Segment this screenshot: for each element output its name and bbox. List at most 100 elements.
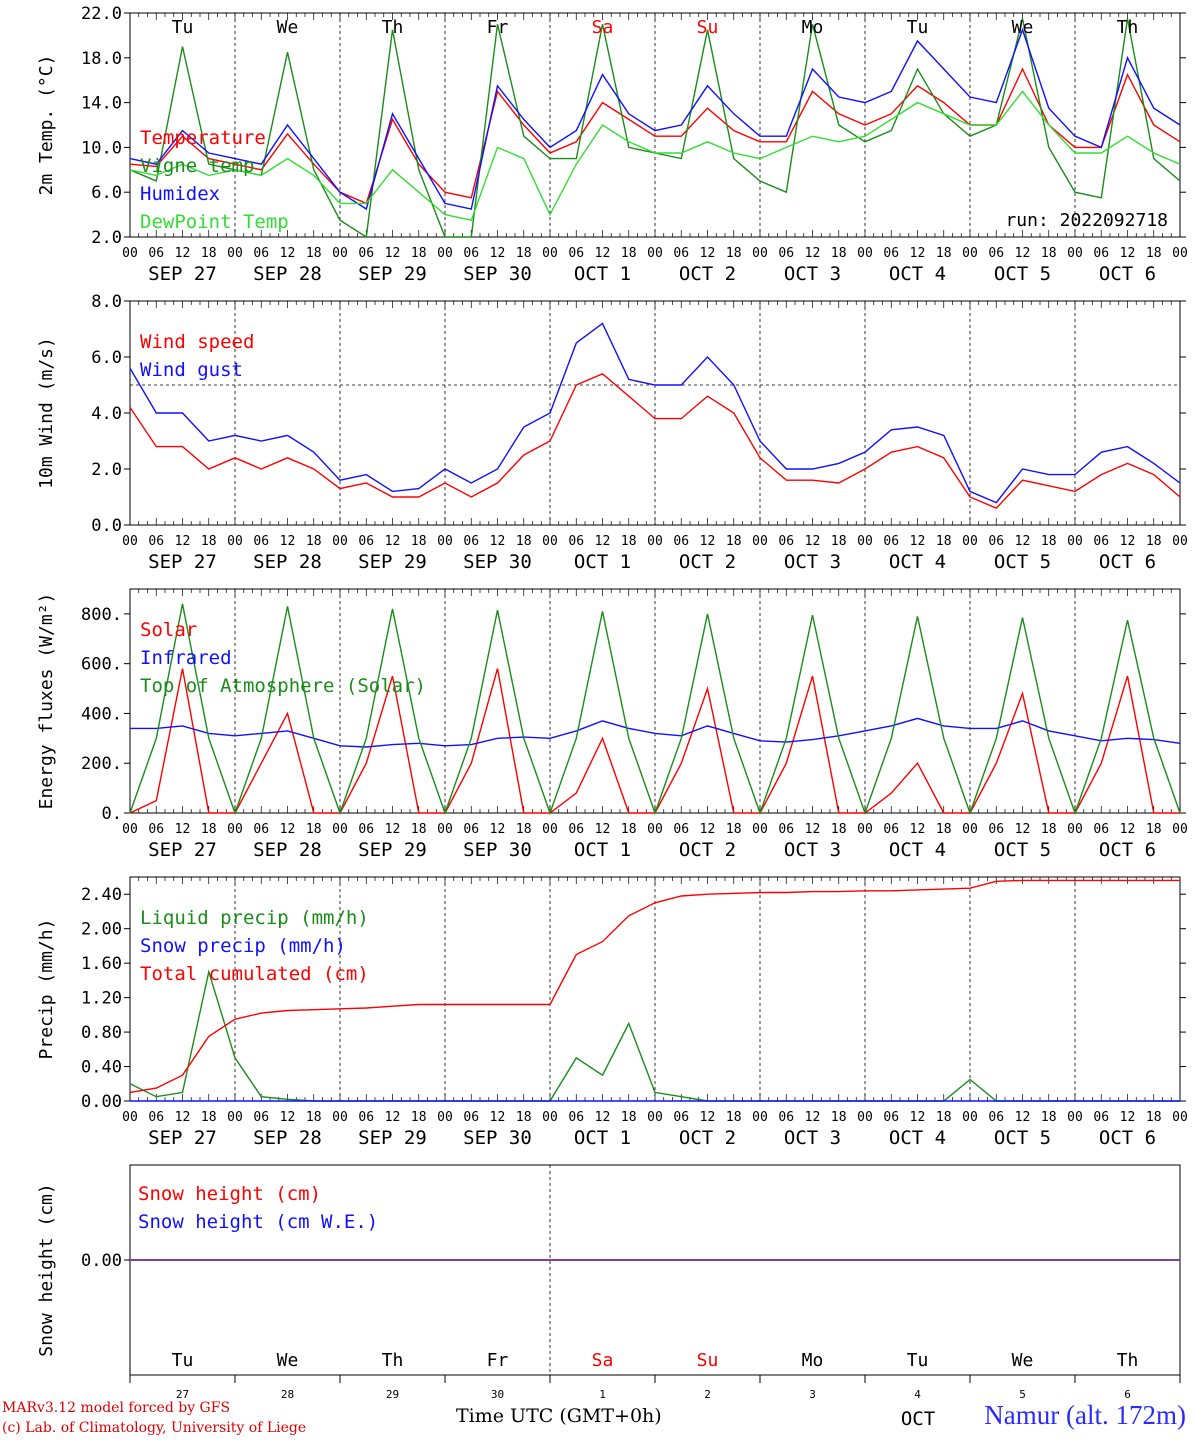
hour-tick-label: 18 [621,822,637,837]
hour-tick-label: 12 [175,246,191,261]
hour-tick-label: 18 [306,1110,322,1125]
hour-tick-label: 06 [673,534,689,549]
hour-tick-label: 06 [253,246,269,261]
legend-entry: Vigne temp [140,155,254,177]
y-tick-label: 600. [81,655,122,675]
day-number-label: 4 [914,1388,921,1401]
hour-tick-label: 18 [516,1110,532,1125]
weekday-label: Tu [172,17,194,38]
hour-tick-label: 12 [280,822,296,837]
hour-tick-label: 18 [306,246,322,261]
date-label: SEP 30 [463,263,532,285]
hour-tick-label: 12 [700,246,716,261]
date-label: OCT 2 [679,551,736,573]
hour-tick-label: 12 [1015,246,1031,261]
date-label: OCT 4 [889,263,946,285]
run-label: run: 2022092718 [1005,210,1168,231]
hour-tick-label: 00 [1067,822,1083,837]
x-axis-label: Time UTC (GMT+0h) [456,1405,662,1427]
y-tick-label: 22.0 [81,4,122,24]
hour-tick-label: 12 [1120,1110,1136,1125]
hour-tick-label: 12 [1120,534,1136,549]
date-label: OCT 6 [1099,1127,1156,1149]
weekday-label: We [277,17,299,38]
legend-entry: Top of Atmosphere (Solar) [140,675,426,697]
hour-tick-label: 06 [673,246,689,261]
hour-tick-label: 12 [910,1110,926,1125]
y-tick-label: 2.0 [91,460,122,480]
hour-tick-label: 12 [1015,822,1031,837]
hour-tick-label: 06 [1093,822,1109,837]
hour-tick-label: 06 [148,1110,164,1125]
hour-tick-label: 18 [516,246,532,261]
date-label: SEP 28 [253,263,322,285]
hour-tick-label: 00 [857,822,873,837]
series-wind-gust [129,322,1181,504]
weekday-label: Tu [172,1350,194,1371]
day-number-label: 6 [1124,1388,1131,1401]
hour-tick-label: 00 [752,246,768,261]
hour-tick-label: 06 [253,1110,269,1125]
date-label: OCT 5 [994,1127,1051,1149]
legend-entry: Snow height (cm) [138,1183,321,1205]
hour-tick-label: 12 [385,1110,401,1125]
hour-tick-label: 18 [621,246,637,261]
date-label: OCT 6 [1099,839,1156,861]
hour-tick-label: 06 [463,822,479,837]
hour-tick-label: 00 [857,246,873,261]
date-label: OCT 2 [679,263,736,285]
hour-tick-label: 18 [1146,534,1162,549]
y-tick-label: 0. [102,804,122,824]
hour-tick-label: 18 [936,822,952,837]
date-label: SEP 29 [358,1127,427,1149]
hour-tick-label: 06 [883,246,899,261]
hour-tick-label: 12 [910,246,926,261]
hour-tick-label: 18 [726,534,742,549]
date-label: OCT 3 [784,1127,841,1149]
hour-tick-label: 18 [1146,246,1162,261]
date-label: OCT 2 [679,839,736,861]
weekday-label: Fr [487,17,509,38]
y-tick-label: 0.0 [91,516,122,536]
hour-tick-label: 00 [962,1110,978,1125]
weekday-label: Sa [592,1350,614,1371]
panel-frame [129,300,1181,526]
hour-tick-label: 12 [910,822,926,837]
hour-tick-label: 12 [595,1110,611,1125]
station-name: Namur (alt. 172m) [984,1400,1186,1430]
date-label: SEP 30 [463,839,532,861]
hour-tick-label: 00 [1172,534,1188,549]
weekday-label: Fr [487,1350,509,1371]
hour-tick-label: 00 [122,1110,138,1125]
y-axis-label: 10m Wind (m/s) [36,337,57,489]
hour-tick-label: 18 [726,822,742,837]
date-label: SEP 27 [148,1127,217,1149]
legend-entry: Wind speed [140,331,254,353]
hour-tick-label: 18 [831,822,847,837]
hour-tick-label: 18 [411,1110,427,1125]
hour-tick-label: 06 [988,822,1004,837]
hour-tick-label: 18 [831,246,847,261]
series-wind-speed [129,372,1181,510]
hour-tick-label: 18 [831,534,847,549]
hour-tick-label: 00 [857,1110,873,1125]
hour-tick-label: 00 [962,246,978,261]
y-axis-label: 2m Temp. (°C) [36,55,57,196]
hour-tick-label: 12 [1120,246,1136,261]
hour-tick-label: 00 [1067,1110,1083,1125]
weekday-label: We [277,1350,299,1371]
hour-tick-label: 00 [437,822,453,837]
y-tick-label: 2.40 [81,885,122,905]
day-number-label: 27 [176,1388,189,1401]
hour-tick-label: 06 [358,534,374,549]
hour-tick-label: 06 [673,1110,689,1125]
y-tick-label: 14.0 [81,94,122,114]
hour-tick-label: 12 [280,246,296,261]
hour-tick-label: 00 [1172,822,1188,837]
hour-tick-label: 06 [148,246,164,261]
legend-entry: Liquid precip (mm/h) [140,907,369,929]
series-top-of-atmosphere-solar [129,603,1181,816]
hour-tick-label: 06 [1093,534,1109,549]
hour-tick-label: 12 [490,246,506,261]
y-tick-label: 4.0 [91,404,122,424]
